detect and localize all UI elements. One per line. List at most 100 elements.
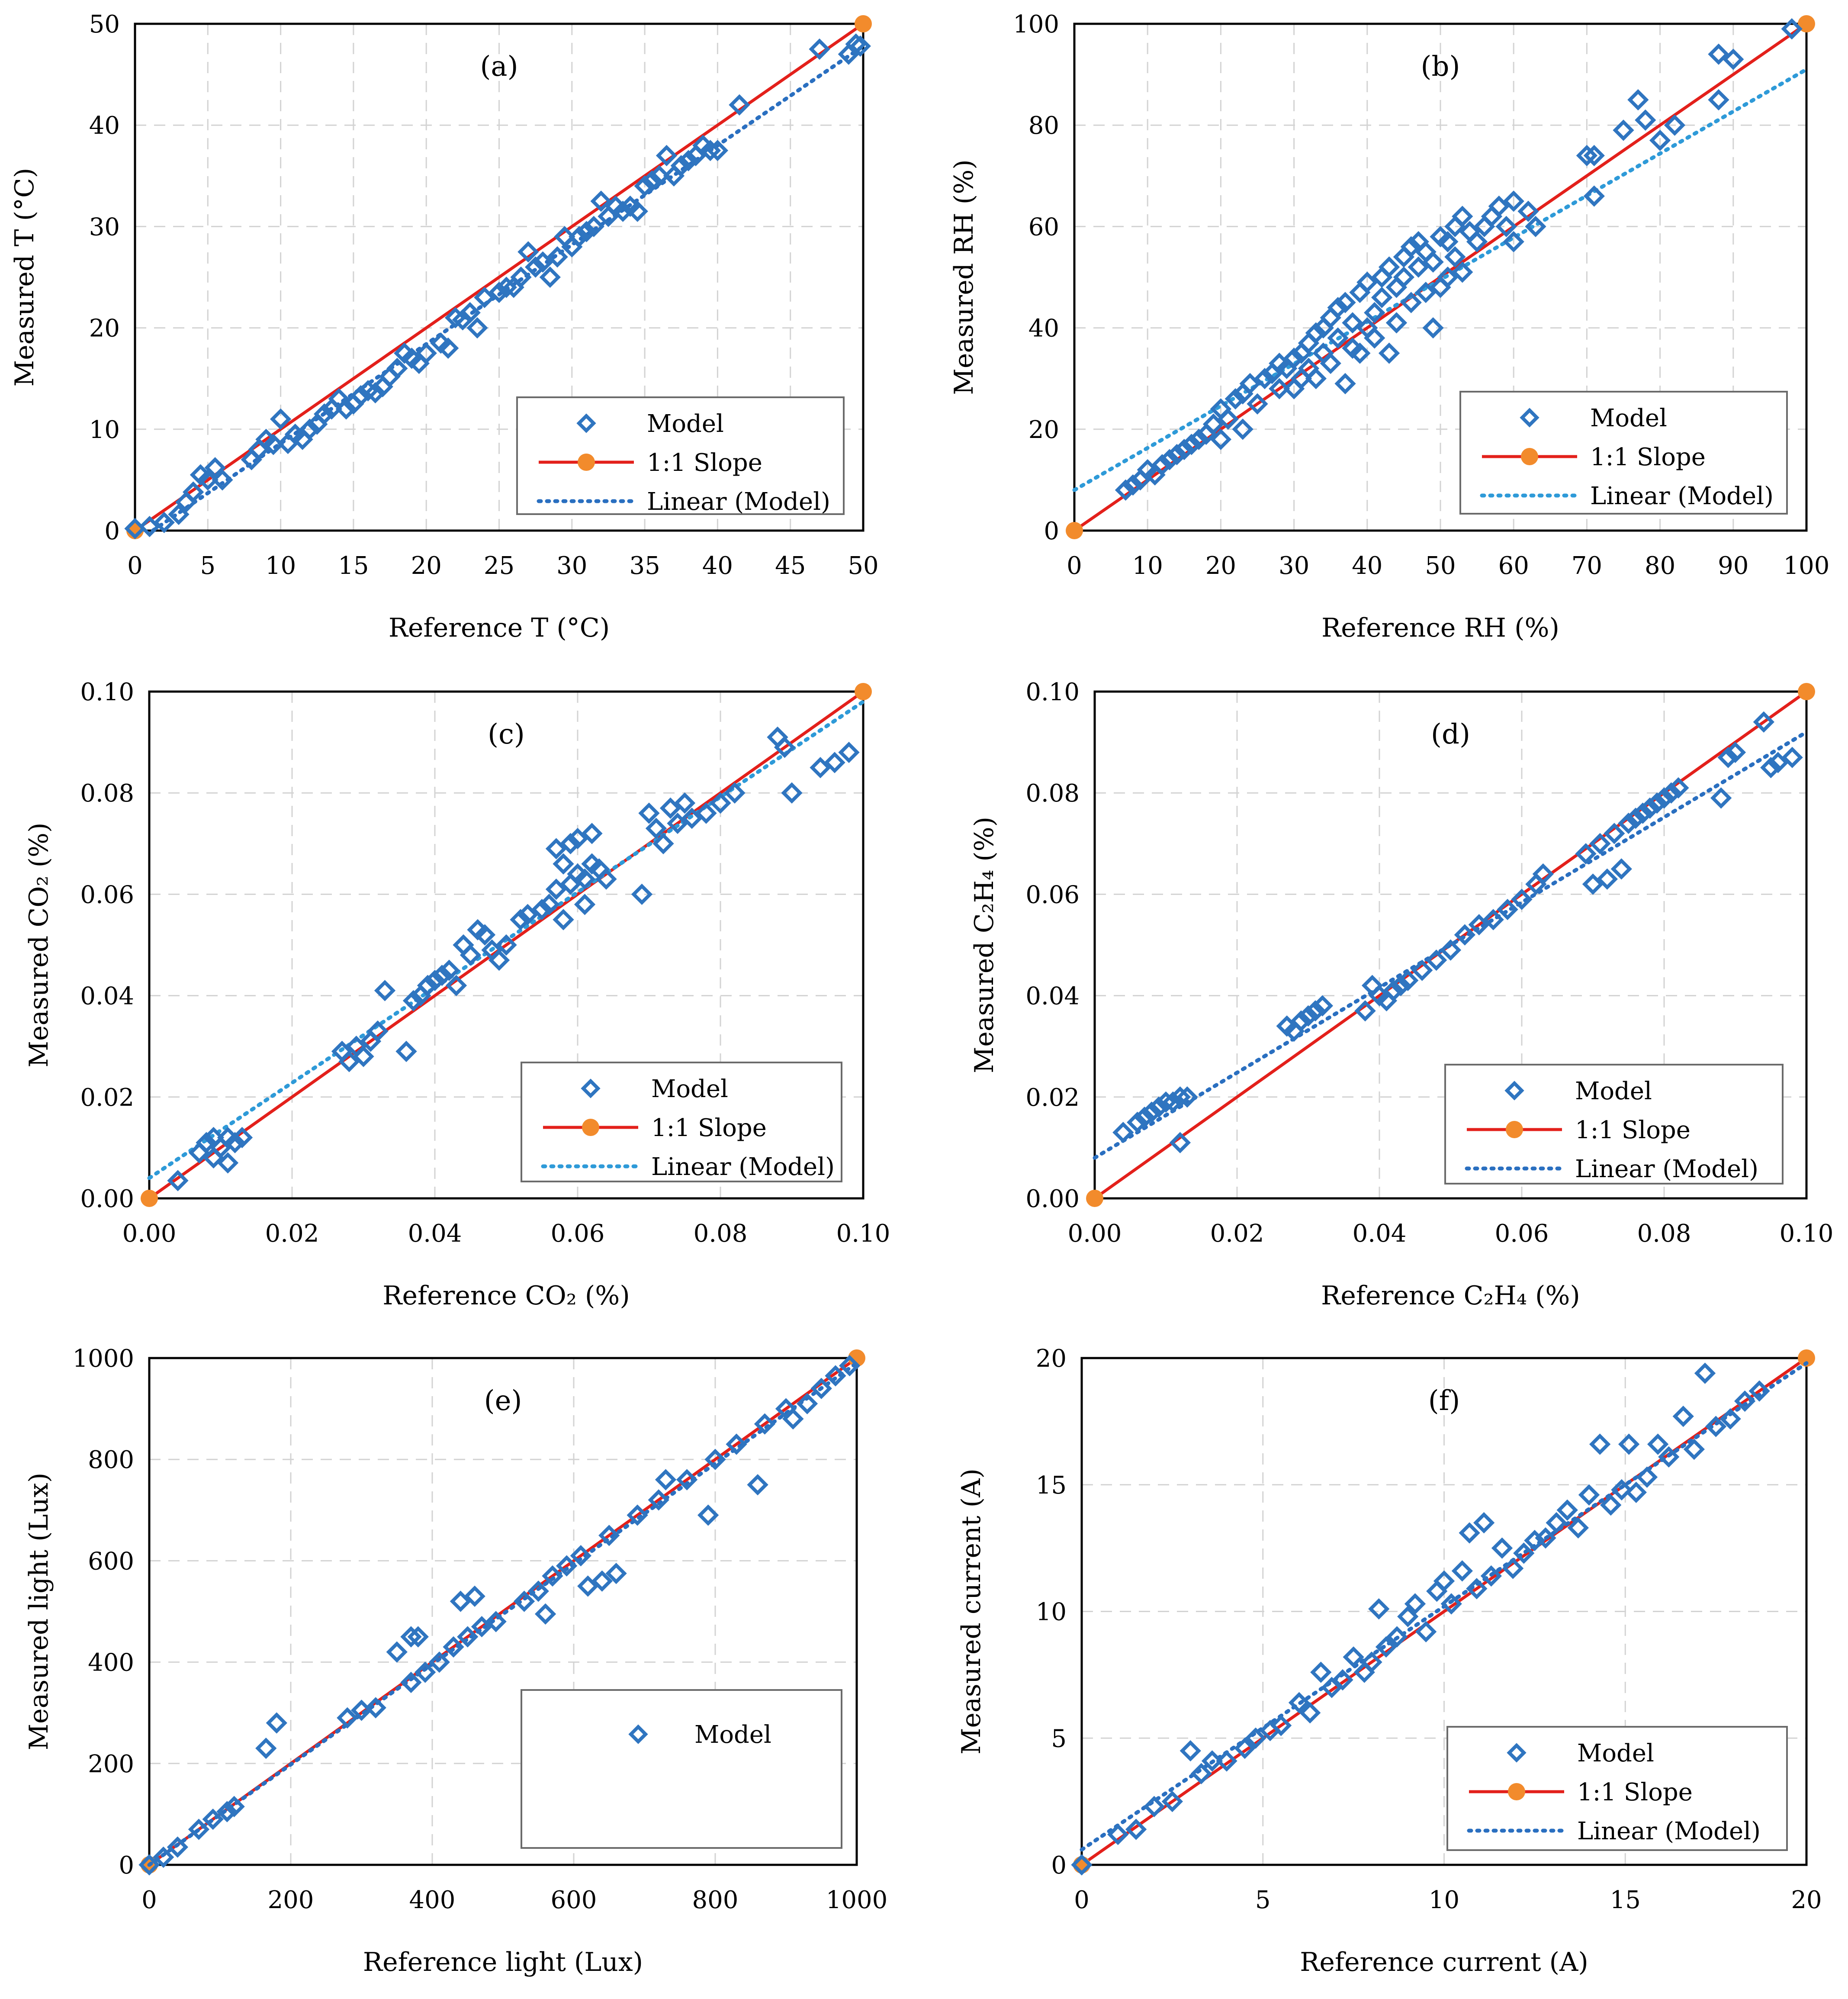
data-point	[1781, 18, 1803, 40]
data-point	[1502, 1558, 1524, 1579]
legend-marker-symbol	[581, 1078, 601, 1098]
data-point	[655, 1469, 677, 1490]
y-axis-label: Measured RH (%)	[949, 159, 979, 395]
data-point	[1719, 1408, 1741, 1430]
y-tick-label: 30	[89, 213, 120, 241]
data-point	[223, 1796, 245, 1817]
data-point	[659, 797, 681, 819]
data-point	[1408, 256, 1429, 278]
legend-marker-symbol	[1520, 408, 1539, 428]
x-tick-label: 0	[127, 552, 143, 580]
x-tick-label: 0	[141, 1886, 157, 1914]
data-point	[1210, 428, 1232, 450]
data-point	[531, 898, 553, 921]
chart-f: 0 5 10 15 20 0 5 10 15 20 Reference current (A) Mea…	[956, 1345, 1822, 1977]
data-point	[553, 853, 574, 875]
data-point	[774, 737, 796, 758]
x-tick-label: 15	[338, 552, 369, 580]
data-point	[1297, 1005, 1319, 1027]
data-point	[634, 175, 656, 197]
data-point	[1646, 792, 1668, 814]
data-point	[649, 165, 670, 187]
data-point	[1364, 302, 1385, 324]
x-tick-label: 40	[702, 552, 733, 580]
x-tick-label: 10	[1132, 552, 1163, 580]
data-point	[1305, 1000, 1326, 1022]
data-point	[1125, 1819, 1147, 1840]
data-point	[581, 823, 603, 844]
data-point	[1546, 1512, 1567, 1534]
data-point	[1440, 1593, 1462, 1615]
x-tick-label: 90	[1718, 552, 1748, 580]
data-point	[460, 944, 482, 966]
data-point	[538, 894, 560, 915]
legend: Model 1:1 Slope Linear (Model)	[516, 396, 845, 516]
data-point	[1425, 949, 1447, 971]
data-point	[1694, 1362, 1716, 1384]
data-point	[590, 190, 612, 212]
data-point	[1600, 1494, 1622, 1516]
data-point	[1596, 868, 1618, 890]
one-to-one-endpoint	[1798, 1349, 1815, 1367]
data-point	[849, 35, 871, 57]
data-point	[825, 1365, 846, 1387]
data-point	[631, 883, 653, 905]
data-point	[196, 1132, 217, 1153]
legend-label: Linear (Model)	[651, 1153, 835, 1181]
x-tick-label: 0.08	[1637, 1220, 1691, 1248]
data-point	[1141, 1101, 1163, 1123]
x-tick-label: 50	[1425, 552, 1456, 580]
data-point	[1658, 1446, 1680, 1468]
data-point	[1503, 231, 1524, 253]
y-tick-label: 0.02	[1025, 1084, 1080, 1112]
data-point	[153, 512, 175, 533]
data-point	[188, 1819, 210, 1840]
y-tick-label: 0.00	[1025, 1185, 1080, 1213]
data-point	[1511, 888, 1533, 910]
legend-label: 1:1 Slope	[647, 449, 762, 477]
legend-label: Model	[647, 410, 724, 438]
data-point	[1356, 271, 1378, 293]
data-point	[407, 1626, 429, 1648]
data-point	[1611, 1479, 1633, 1501]
x-tick-label: 0.10	[836, 1220, 890, 1248]
data-point	[627, 200, 648, 222]
x-tick-label: 20	[1791, 1886, 1822, 1914]
plot-frame	[134, 23, 865, 532]
data-point	[1364, 327, 1385, 349]
data-point	[1180, 1740, 1201, 1762]
data-point	[1397, 1606, 1419, 1627]
x-tick-label: 60	[1498, 552, 1529, 580]
data-point	[1760, 756, 1782, 779]
data-point	[1159, 449, 1180, 470]
x-tick-label: 10	[1429, 1886, 1459, 1914]
data-point	[510, 266, 532, 288]
x-tick-label: 0.10	[1780, 1220, 1834, 1248]
x-tick-label: 0.06	[1495, 1220, 1549, 1248]
legend-label: 1:1 Slope	[1575, 1116, 1691, 1144]
data-point	[1320, 352, 1341, 374]
data-point	[1525, 216, 1546, 238]
legend-marker-symbol	[1504, 1081, 1524, 1101]
data-point	[299, 418, 321, 440]
data-point	[1288, 1692, 1310, 1713]
chart-a: 0 5 10 15 20 25 30 35 40 45 50 0 10 20 30 40 50 Reference…	[10, 10, 879, 643]
legend-label: Linear (Model)	[1575, 1155, 1758, 1183]
data-point	[574, 868, 596, 890]
data-point	[266, 1712, 287, 1734]
data-point	[1162, 1091, 1184, 1113]
data-point	[695, 802, 717, 824]
x-tick-label: 0.02	[265, 1220, 319, 1248]
y-axis-label: Measured CO₂ (%)	[24, 823, 54, 1068]
data-point	[431, 965, 453, 986]
data-point	[838, 741, 860, 763]
x-tick-label: 5	[1255, 1886, 1271, 1914]
data-point	[1535, 1527, 1556, 1549]
data-point	[1390, 975, 1412, 996]
data-point	[545, 838, 567, 859]
data-point	[1604, 823, 1625, 844]
one-to-one-endpoint	[1086, 1190, 1103, 1207]
data-point	[1491, 1537, 1513, 1559]
y-tick-label: 60	[1028, 213, 1059, 241]
x-axis-label: Reference CO₂ (%)	[382, 1281, 630, 1311]
